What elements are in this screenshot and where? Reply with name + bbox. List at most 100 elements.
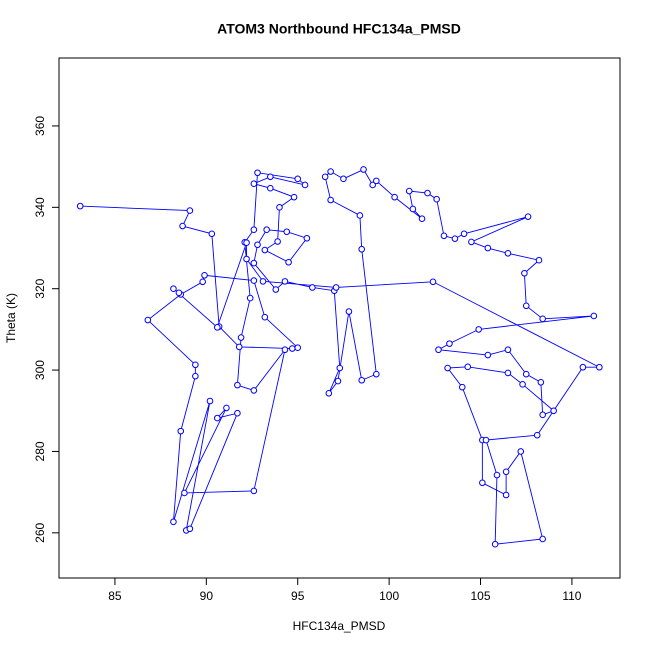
data-point <box>435 346 442 354</box>
x-tick-label: 90 <box>200 589 214 603</box>
data-point <box>250 387 258 394</box>
data-point <box>535 256 543 264</box>
data-point <box>539 411 546 419</box>
data-point <box>522 302 530 310</box>
data-point <box>433 195 440 203</box>
data-point <box>340 175 347 183</box>
data-point <box>250 487 258 495</box>
data-point <box>261 313 269 321</box>
y-tick-label: 300 <box>33 360 47 380</box>
data-point <box>491 540 499 548</box>
data-point <box>272 286 280 293</box>
data-point <box>451 235 459 242</box>
data-point <box>356 212 364 219</box>
x-tick-label: 95 <box>291 589 305 603</box>
data-point <box>259 278 267 285</box>
data-point <box>475 326 482 333</box>
data-point <box>429 278 437 286</box>
data-point <box>502 491 510 499</box>
data-point <box>504 346 512 354</box>
data-point <box>405 187 413 195</box>
data-point <box>250 180 258 188</box>
data-point <box>294 344 302 352</box>
data-point <box>237 334 245 341</box>
data-point <box>276 204 283 211</box>
y-tick-label: 260 <box>33 523 47 543</box>
data-point <box>243 255 250 263</box>
data-point <box>234 409 241 417</box>
x-tick-label: 85 <box>108 589 122 603</box>
data-point <box>288 345 296 352</box>
data-point <box>468 238 475 246</box>
data-point <box>579 363 587 371</box>
data-line <box>80 168 600 545</box>
data-point <box>321 173 329 181</box>
data-point <box>373 370 380 378</box>
data-point <box>267 173 274 181</box>
y-tick-label: 320 <box>33 278 47 298</box>
data-point <box>301 181 309 189</box>
data-point <box>519 381 526 388</box>
data-point <box>458 383 466 391</box>
y-tick-label: 360 <box>33 116 47 136</box>
data-point <box>482 436 490 444</box>
data-point <box>460 230 468 238</box>
data-point <box>303 234 311 242</box>
data-point <box>464 363 472 371</box>
data-point <box>309 284 316 291</box>
data-point <box>192 372 199 380</box>
data-point <box>177 427 185 435</box>
data-point <box>391 193 398 201</box>
y-axis-label: Theta (K) <box>4 293 18 343</box>
data-point <box>175 289 183 297</box>
data-point <box>336 364 344 372</box>
data-point <box>369 181 376 189</box>
data-point <box>186 207 194 214</box>
data-point <box>76 202 84 210</box>
data-point <box>181 489 188 497</box>
data-point <box>234 381 241 389</box>
data-point <box>360 166 367 173</box>
data-point <box>440 232 448 240</box>
data-point <box>484 351 492 359</box>
data-point <box>539 535 546 543</box>
data-point <box>479 479 486 487</box>
data-point <box>596 363 603 371</box>
data-point <box>283 228 291 236</box>
data-point <box>533 431 541 439</box>
data-point <box>418 215 426 223</box>
data-point <box>206 397 214 405</box>
data-point <box>517 448 525 455</box>
data-point <box>504 250 512 257</box>
data-point <box>537 378 545 386</box>
data-point <box>358 245 366 253</box>
x-tick-label: 110 <box>562 589 581 603</box>
data-point <box>493 471 501 479</box>
data-point <box>208 230 216 238</box>
data-point <box>345 308 353 315</box>
data-point <box>290 193 298 201</box>
x-tick-label: 100 <box>379 589 399 603</box>
data-point <box>170 518 177 526</box>
data-point <box>484 244 492 252</box>
data-point <box>444 364 451 372</box>
data-point <box>254 241 261 249</box>
data-point <box>327 196 334 204</box>
data-point <box>590 312 598 320</box>
data-point <box>358 376 366 384</box>
data-point <box>243 239 250 247</box>
data-point <box>201 271 208 279</box>
data-point <box>263 226 270 234</box>
data-point <box>332 284 340 291</box>
data-point <box>373 177 380 185</box>
data-point <box>170 285 177 293</box>
data-point <box>192 361 199 369</box>
data-point <box>179 222 186 230</box>
data-point <box>274 238 281 245</box>
y-tick-label: 280 <box>33 441 47 461</box>
data-point <box>223 404 230 412</box>
data-point <box>267 184 274 192</box>
data-point <box>334 377 342 385</box>
data-point <box>446 340 453 347</box>
